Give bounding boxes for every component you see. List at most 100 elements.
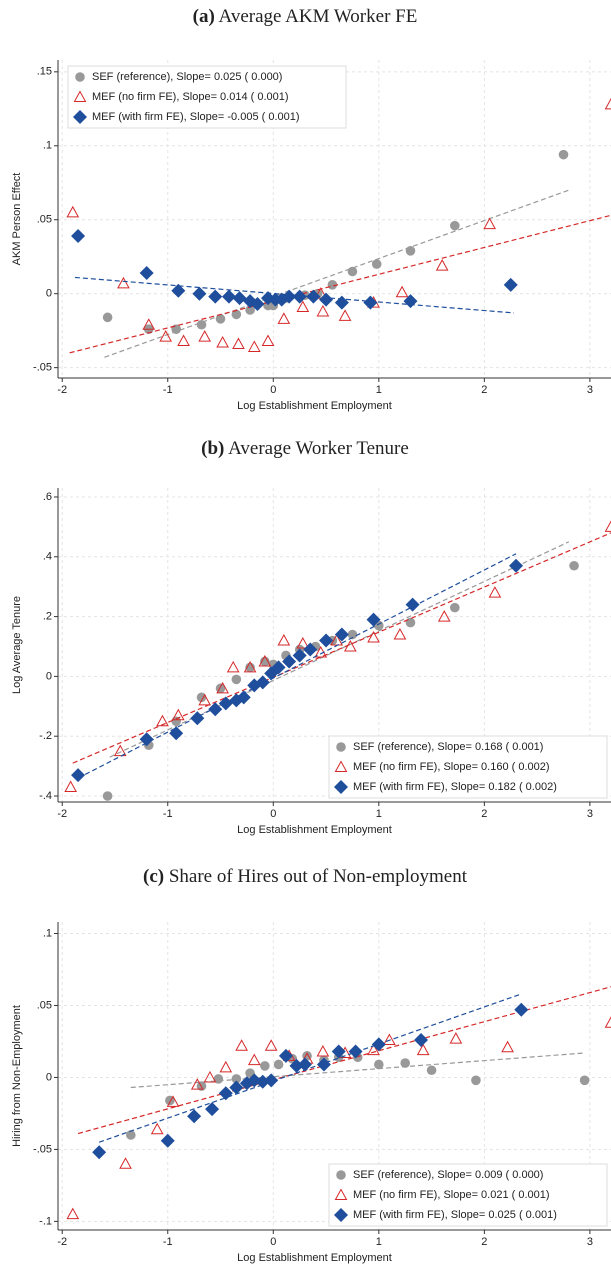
point <box>426 1065 437 1076</box>
point <box>102 312 113 323</box>
legend-label: MEF (no firm FE), Slope= 0.014 ( 0.001) <box>92 91 289 103</box>
y-tick-label: -.2 <box>39 730 52 742</box>
point <box>255 675 270 690</box>
point <box>264 1073 279 1088</box>
y-tick-label: .2 <box>43 610 52 622</box>
point <box>243 660 257 673</box>
point <box>435 259 449 271</box>
point <box>282 654 297 669</box>
x-tick-label: 3 <box>587 384 593 396</box>
fit-line <box>98 993 522 1143</box>
point <box>119 1157 132 1169</box>
panel-title-text: Average AKM Worker FE <box>219 6 418 27</box>
series <box>126 1051 590 1140</box>
point <box>514 1002 529 1017</box>
point <box>139 732 154 747</box>
point <box>503 277 518 292</box>
point <box>213 1074 224 1084</box>
point <box>171 708 185 721</box>
y-tick-label: .1 <box>43 140 52 152</box>
point <box>579 1075 590 1086</box>
y-tick-label: -.1 <box>39 1215 52 1227</box>
series <box>92 993 529 1160</box>
point <box>231 309 242 320</box>
x-tick-label: 2 <box>481 808 487 820</box>
point <box>569 560 579 571</box>
point <box>156 714 169 727</box>
point <box>232 291 247 306</box>
point <box>347 629 358 640</box>
legend-box <box>67 65 347 129</box>
point <box>258 654 272 667</box>
legend-marker <box>336 742 346 752</box>
legend-label: SEF (reference), Slope= 0.168 ( 0.001) <box>353 741 543 753</box>
point <box>273 1059 284 1070</box>
point <box>271 660 286 675</box>
point <box>66 1207 80 1220</box>
point <box>260 1061 270 1071</box>
point <box>371 1037 386 1052</box>
point <box>334 627 349 642</box>
y-tick-label: 0 <box>46 1071 52 1083</box>
fit-line <box>104 189 569 358</box>
x-tick-label: 1 <box>376 808 382 820</box>
y-tick-label: .05 <box>37 999 52 1011</box>
point <box>450 220 460 231</box>
point <box>292 289 307 304</box>
point <box>235 1039 248 1051</box>
y-tick-label: 0 <box>46 288 52 300</box>
point <box>71 768 86 783</box>
legend-label: SEF (reference), Slope= 0.009 ( 0.000) <box>353 1169 543 1181</box>
point <box>348 1044 363 1059</box>
legend-label: MEF (with firm FE), Slope= 0.182 ( 0.002… <box>353 781 557 793</box>
legend-marker <box>334 1188 348 1200</box>
point <box>231 1074 242 1084</box>
point <box>205 1102 220 1117</box>
point <box>414 1033 429 1048</box>
point <box>303 642 318 657</box>
point <box>255 1074 270 1089</box>
point <box>66 205 80 218</box>
legend-marker <box>334 780 348 794</box>
point <box>374 1059 384 1070</box>
point <box>247 340 261 352</box>
point <box>260 656 270 667</box>
point <box>226 660 240 673</box>
point <box>395 285 409 298</box>
series <box>64 520 611 793</box>
point <box>501 1040 514 1053</box>
panel-label: (a) <box>193 6 215 27</box>
point <box>198 693 212 706</box>
x-tick-label: 1 <box>376 1236 382 1248</box>
point <box>113 744 127 757</box>
point <box>316 1057 331 1072</box>
point <box>216 335 229 348</box>
point <box>171 324 181 334</box>
point <box>393 627 407 640</box>
point <box>316 1044 330 1057</box>
point <box>367 1043 380 1056</box>
x-tick-label: 2 <box>481 384 487 396</box>
point <box>277 312 291 324</box>
panel-label: (c) <box>143 866 164 887</box>
x-axis-title: Log Establishment Employment <box>237 1252 392 1264</box>
x-tick-label: 0 <box>270 384 276 396</box>
point <box>218 696 233 711</box>
x-tick-label: -1 <box>163 808 173 820</box>
legend-label: SEF (reference), Slope= 0.025 ( 0.000) <box>92 71 282 83</box>
point <box>71 229 86 244</box>
point <box>604 520 611 532</box>
legend-marker <box>336 1170 346 1180</box>
legend-box <box>328 1163 608 1227</box>
point <box>196 692 207 703</box>
y-tick-label: -.05 <box>33 1143 52 1155</box>
point <box>319 633 334 648</box>
y-tick-label: .05 <box>37 214 52 226</box>
point <box>347 266 358 277</box>
point <box>232 337 245 349</box>
point <box>488 586 502 598</box>
point <box>383 1033 396 1046</box>
x-tick-label: -1 <box>163 1236 173 1248</box>
point <box>558 149 569 160</box>
